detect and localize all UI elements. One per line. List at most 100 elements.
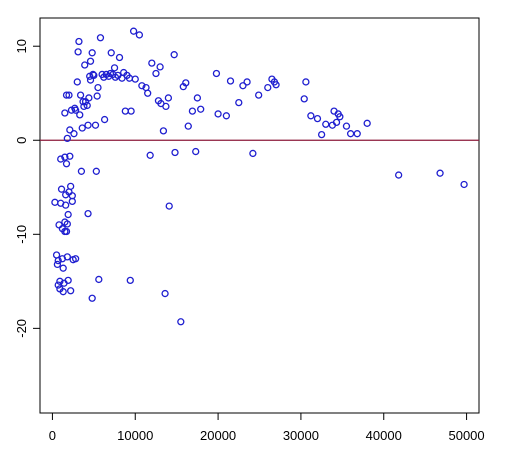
data-point: [126, 276, 134, 285]
y-tick-label: -10: [14, 225, 29, 244]
axes-group: 0 10000 20000 30000 40000 50000 -20 -10 0 10: [14, 17, 485, 443]
data-point: [66, 126, 74, 134]
y-tick-label: 10: [14, 39, 29, 53]
data-point: [100, 115, 109, 124]
data-point: [91, 121, 100, 129]
data-point: [90, 71, 98, 80]
y-tick-label: 0: [14, 137, 29, 144]
data-point: [62, 227, 71, 236]
data-point: [73, 78, 81, 86]
data-point: [255, 91, 263, 99]
data-point: [144, 89, 152, 97]
data-point: [162, 102, 170, 111]
data-point: [62, 91, 71, 99]
data-point: [66, 152, 74, 160]
data-point: [53, 260, 62, 269]
data-point: [76, 111, 84, 119]
data-point: [192, 147, 200, 156]
data-point: [249, 149, 257, 158]
data-point: [81, 61, 89, 69]
data-point: [77, 167, 86, 175]
data-point: [226, 77, 235, 85]
data-point: [322, 120, 330, 128]
data-point: [138, 82, 146, 90]
data-point: [85, 94, 93, 102]
data-point: [54, 281, 62, 289]
data-point: [146, 151, 154, 159]
data-point: [59, 264, 67, 272]
data-point: [193, 94, 202, 102]
data-point: [395, 171, 403, 179]
data-point: [436, 169, 444, 177]
data-point: [342, 122, 351, 130]
data-point: [61, 153, 69, 161]
data-point: [95, 275, 103, 284]
data-point: [54, 256, 62, 265]
data-point: [214, 110, 222, 118]
data-point: [164, 94, 173, 102]
data-point: [235, 98, 243, 107]
data-point: [148, 59, 156, 67]
data-point: [184, 122, 192, 130]
data-point: [107, 49, 115, 57]
data-point: [264, 83, 272, 92]
data-point: [272, 81, 280, 89]
data-point: [197, 105, 205, 113]
data-point: [62, 201, 70, 209]
data-point: [94, 83, 102, 92]
data-point: [121, 107, 129, 115]
data-point: [65, 91, 73, 99]
data-point: [79, 98, 87, 106]
data-point: [307, 112, 315, 120]
data-point: [96, 34, 105, 42]
x-tick-label: 10000: [117, 428, 153, 443]
data-point: [212, 69, 221, 78]
data-point: [84, 121, 92, 129]
data-point: [336, 113, 344, 121]
data-point: [76, 91, 85, 99]
data-point: [152, 69, 160, 78]
data-point: [88, 49, 96, 57]
data-point: [243, 78, 251, 86]
data-point: [110, 64, 119, 72]
data-point: [59, 288, 67, 296]
data-point: [129, 27, 138, 35]
data-point: [83, 101, 91, 110]
data-point: [135, 31, 144, 39]
data-point: [188, 107, 197, 115]
data-point: [363, 119, 371, 127]
data-point: [66, 287, 75, 295]
x-tick-label: 40000: [366, 428, 402, 443]
data-point: [71, 255, 80, 263]
data-point: [115, 53, 124, 62]
data-point: [51, 198, 59, 206]
data-point: [57, 185, 66, 193]
x-tick-label: 30000: [283, 428, 319, 443]
data-point: [332, 118, 341, 127]
data-point: [170, 51, 178, 59]
data-point: [182, 79, 190, 87]
data-point: [171, 148, 179, 157]
data-point: [62, 160, 71, 168]
data-point: [93, 92, 101, 100]
data-point: [165, 202, 173, 210]
data-point: [64, 276, 72, 285]
x-tick-label: 0: [49, 428, 56, 443]
data-point: [55, 221, 63, 229]
data-point: [63, 253, 71, 261]
data-point: [89, 70, 97, 79]
data-point: [64, 210, 72, 219]
data-point: [302, 78, 310, 86]
data-point: [353, 130, 361, 138]
data-point: [84, 209, 92, 218]
data-point: [66, 182, 75, 190]
y-tick-label: -20: [14, 319, 29, 338]
data-point: [88, 294, 96, 302]
data-point: [86, 57, 95, 65]
data-point: [56, 277, 64, 285]
data-point: [317, 130, 326, 139]
data-point: [127, 107, 135, 115]
x-tick-label: 20000: [200, 428, 236, 443]
points-group: [51, 27, 468, 326]
